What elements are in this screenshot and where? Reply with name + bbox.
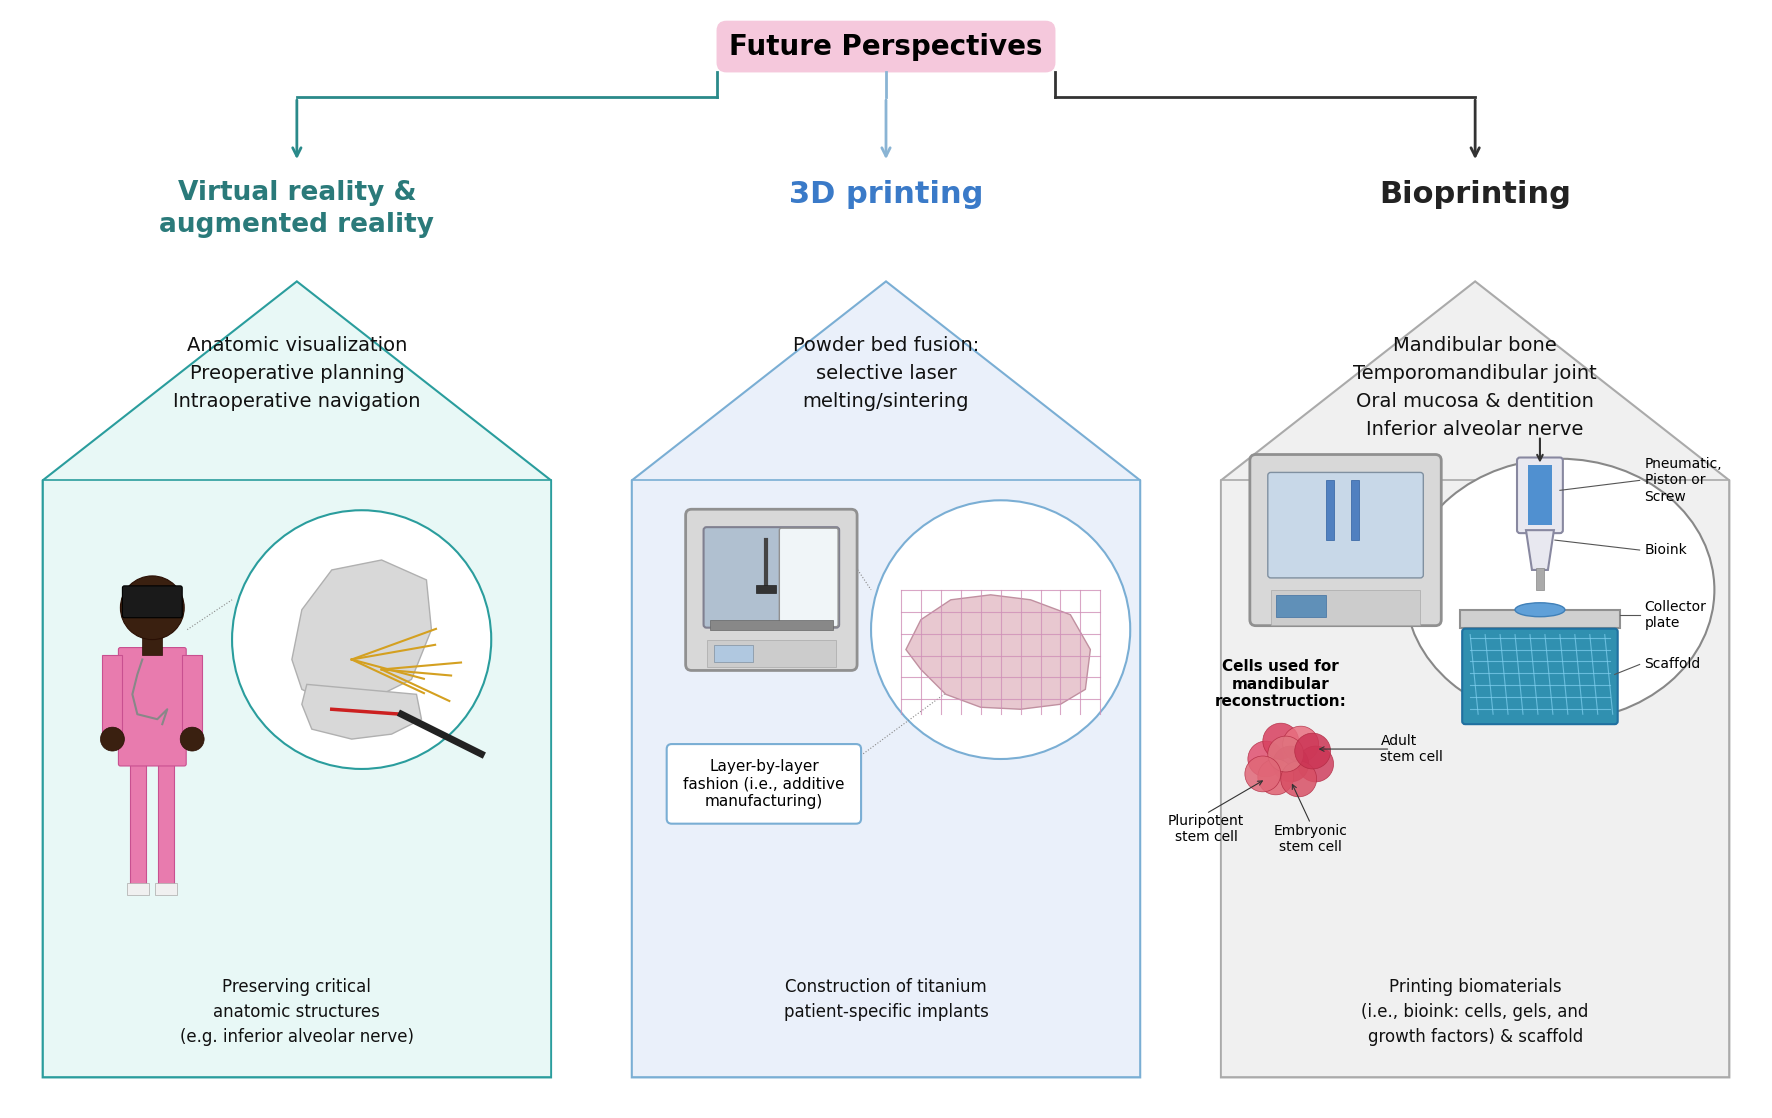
Bar [1460,609,1620,627]
FancyBboxPatch shape [703,528,840,627]
Circle shape [1267,736,1304,771]
Circle shape [1295,733,1331,769]
Bar [158,759,174,889]
Bar [131,759,147,889]
Text: Pluripotent
stem cell: Pluripotent stem cell [1168,814,1244,844]
FancyBboxPatch shape [780,528,838,627]
Circle shape [1272,746,1310,781]
FancyBboxPatch shape [1517,457,1563,533]
Text: Pneumatic,
Piston or
Screw: Pneumatic, Piston or Screw [1644,457,1722,503]
Bar [43,481,551,1078]
FancyBboxPatch shape [1249,455,1441,626]
Bar [714,645,753,663]
Text: 3D printing: 3D printing [789,180,983,209]
Bar [142,629,163,654]
Bar [757,585,776,593]
Polygon shape [301,684,422,739]
Bar [707,639,836,667]
Bar [156,883,177,896]
FancyBboxPatch shape [716,21,1056,73]
Circle shape [1297,746,1334,781]
Text: Printing biomaterials
(i.e., bioink: cells, gels, and
growth factors) & scaffold: Printing biomaterials (i.e., bioink: cel… [1361,978,1589,1046]
FancyBboxPatch shape [122,586,183,618]
Text: Collector
plate: Collector plate [1644,599,1706,629]
Ellipse shape [1515,603,1565,617]
Text: Layer-by-layer
fashion (i.e., additive
manufacturing): Layer-by-layer fashion (i.e., additive m… [684,759,845,808]
Polygon shape [1221,282,1729,1078]
Bar [183,654,202,735]
Ellipse shape [1405,458,1714,721]
Circle shape [1283,727,1318,762]
FancyBboxPatch shape [119,647,186,766]
FancyBboxPatch shape [1267,473,1423,578]
Circle shape [1263,723,1299,759]
Bar [1276,595,1325,617]
Polygon shape [292,560,431,704]
FancyBboxPatch shape [686,509,858,671]
Circle shape [120,576,184,639]
Text: Cells used for
mandibular
reconstruction:: Cells used for mandibular reconstruction… [1216,660,1347,709]
Text: Construction of titanium
patient-specific implants: Construction of titanium patient-specifi… [783,978,989,1021]
Text: Anatomic visualization
Preoperative planning
Intraoperative navigation: Anatomic visualization Preoperative plan… [174,337,420,411]
FancyBboxPatch shape [666,745,861,824]
Polygon shape [43,282,551,1078]
Bar [709,619,833,629]
Text: Adult
stem cell: Adult stem cell [1380,735,1444,765]
Circle shape [872,500,1131,759]
Text: Bioprinting: Bioprinting [1379,180,1572,209]
Text: Powder bed fusion:
selective laser
melting/sintering: Powder bed fusion: selective laser melti… [792,337,980,411]
Bar [1536,568,1543,590]
Circle shape [1281,761,1317,797]
Circle shape [101,727,124,751]
Bar [1271,590,1421,625]
Polygon shape [633,282,1139,1078]
Polygon shape [905,595,1090,709]
Text: Future Perspectives: Future Perspectives [730,32,1042,60]
Text: Mandibular bone
Temporomandibular joint
Oral mucosa & dentition
Inferior alveola: Mandibular bone Temporomandibular joint … [1354,337,1597,439]
Bar [633,481,1139,1078]
Bar [128,883,149,896]
Bar [1325,481,1334,540]
Circle shape [1247,741,1283,777]
Text: Preserving critical
anatomic structures
(e.g. inferior alveolar nerve): Preserving critical anatomic structures … [179,978,415,1046]
Bar [1221,481,1729,1078]
Text: Bioink: Bioink [1644,543,1687,557]
Bar [1527,465,1552,525]
FancyBboxPatch shape [1462,628,1618,724]
Text: Virtual reality &
augmented reality: Virtual reality & augmented reality [159,180,434,238]
Circle shape [1246,756,1281,792]
Polygon shape [1526,530,1554,570]
Bar [1350,481,1359,540]
Text: Embryonic
stem cell: Embryonic stem cell [1274,824,1347,854]
Circle shape [1258,759,1294,795]
Circle shape [232,510,491,769]
Text: Scaffold: Scaffold [1644,657,1701,672]
Circle shape [181,727,204,751]
Bar [103,654,122,735]
